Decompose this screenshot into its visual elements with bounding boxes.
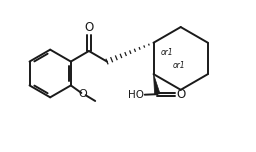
Polygon shape [154, 74, 160, 95]
Text: O: O [176, 88, 185, 101]
Text: or1: or1 [161, 48, 173, 57]
Text: O: O [84, 21, 93, 34]
Text: HO: HO [128, 90, 144, 100]
Text: O: O [78, 89, 87, 99]
Text: or1: or1 [173, 61, 186, 70]
